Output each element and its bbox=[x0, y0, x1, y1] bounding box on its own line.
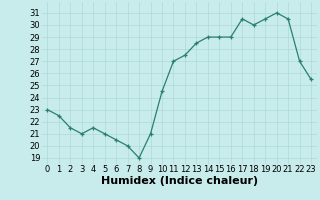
X-axis label: Humidex (Indice chaleur): Humidex (Indice chaleur) bbox=[100, 176, 258, 186]
